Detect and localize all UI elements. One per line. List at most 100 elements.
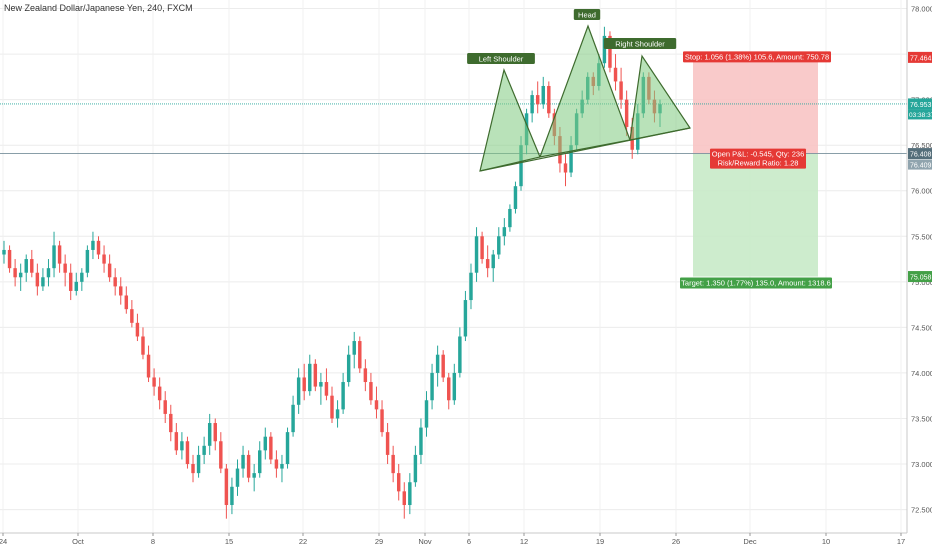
candle-body [213, 423, 217, 442]
candle-body [608, 35, 612, 68]
stop-zone [693, 57, 818, 154]
entry-price-tag-bg [908, 148, 932, 160]
candle-body [246, 454, 251, 478]
candle-body [124, 295, 129, 310]
y-tick-label: 74.500 [911, 323, 932, 332]
x-tick-label: Oct [72, 537, 85, 546]
candle-body [502, 227, 507, 237]
x-tick-label: 19 [596, 537, 604, 546]
y-tick-label: 76.000 [911, 187, 932, 196]
current-price-tag-bg [908, 98, 932, 110]
candle-body [102, 254, 106, 264]
candle-body [252, 473, 256, 478]
target-zone [693, 153, 818, 277]
candle-body [624, 99, 629, 127]
neckline [479, 127, 691, 172]
candle-body [497, 236, 501, 255]
head-triangle [539, 24, 631, 158]
x-tick-label: 29 [375, 537, 383, 546]
candle-body [96, 240, 101, 255]
candle-body [80, 272, 84, 282]
x-tick-label: 10 [822, 537, 830, 546]
x-axis: 24 Oct 8 15 22 29 Nov 6 12 19 26 Dec 10 17 [0, 532, 907, 546]
y-tick-label: 73.500 [911, 414, 932, 423]
candle-body [85, 249, 90, 273]
candle-body [513, 186, 518, 209]
candle-body [157, 386, 162, 401]
candle-body [519, 145, 523, 187]
head-label-bg [573, 9, 601, 20]
candle-body [41, 277, 45, 287]
candle-body [408, 482, 412, 506]
candle-body [330, 395, 334, 419]
candle-body [402, 491, 406, 506]
candle-body [463, 300, 468, 337]
position-zones [693, 57, 818, 277]
candle-body [374, 400, 379, 410]
candle-body [441, 354, 445, 378]
y-tick-label: 73.000 [911, 460, 932, 469]
candle-body [2, 249, 6, 255]
head-label: Head [578, 11, 596, 20]
candle-body [274, 459, 279, 469]
candle-body [369, 382, 373, 401]
current-price-tag: 76.953 [910, 102, 932, 109]
chart-title: New Zealand Dollar/Japanese Yen, 240, FX… [4, 3, 193, 13]
x-tick-label: 26 [672, 537, 680, 546]
y-tick-label: 76.500 [911, 141, 932, 150]
candle-body [535, 95, 540, 105]
candle-body [30, 259, 34, 273]
candle-body [385, 432, 390, 455]
countdown-bg [908, 109, 932, 120]
y-tick-label: 74.000 [911, 369, 932, 378]
candle-body [491, 254, 495, 269]
candle-body [308, 363, 312, 392]
stop-price-tag-bg [908, 51, 932, 63]
entry2-price-tag: 76.409 [910, 163, 932, 170]
right-shoulder-label-bg [603, 38, 677, 49]
candle-body [141, 336, 145, 355]
candle-body [230, 486, 234, 506]
x-tick-label: Dec [743, 537, 757, 546]
candle-body [219, 441, 223, 469]
candle-body [313, 363, 318, 387]
candle-body [541, 85, 545, 105]
candle-body [291, 404, 295, 433]
target-box-bg [680, 277, 832, 289]
candle-body [57, 245, 62, 264]
candle-body [358, 341, 362, 369]
candle-body [146, 354, 151, 378]
candle-body [24, 259, 28, 273]
countdown-label: 03:38:37 [909, 112, 932, 119]
candle-body [235, 468, 240, 487]
x-tick-label: 15 [225, 537, 233, 546]
candle-body [52, 245, 56, 269]
candle-body [263, 436, 268, 451]
candle-body [319, 382, 323, 387]
left-shoulder-triangle [479, 68, 541, 172]
candle-body [430, 372, 434, 401]
candle-body [163, 400, 167, 414]
candle-body [335, 409, 340, 419]
candle-body [285, 432, 290, 465]
candle-body [68, 272, 73, 291]
candle-body [46, 268, 51, 278]
x-tick-label: 22 [299, 537, 307, 546]
candle-body [419, 427, 423, 455]
candle-body [530, 95, 534, 114]
x-tick-label: 24 [0, 537, 7, 546]
candle-body [302, 377, 306, 392]
candle-body [135, 322, 140, 337]
candle-body [169, 413, 173, 433]
candle-body [474, 236, 479, 273]
candle-body [485, 259, 490, 269]
candle-body [185, 441, 190, 465]
candle-body [435, 354, 440, 373]
candle-body [413, 454, 418, 483]
candle-body [346, 354, 351, 383]
candle-body [569, 145, 573, 173]
stop-box-bg [683, 51, 831, 63]
pl-box-text: Risk/Reward Ratio: 1.28 [718, 159, 799, 168]
